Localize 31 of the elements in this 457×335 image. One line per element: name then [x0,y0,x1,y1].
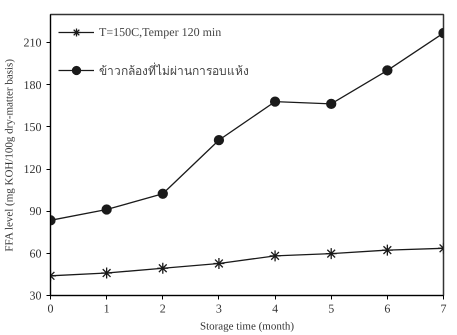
point [101,204,112,215]
point [325,247,338,260]
y-axis-title: FFA level (mg KOH/100g dry-matter basis) [4,58,16,252]
x-tick-label: 1 [104,302,110,316]
point [268,250,282,262]
y-tick-label: 210 [24,36,42,50]
y-tick-label: 90 [30,204,42,218]
point [382,65,393,76]
point [270,96,280,107]
x-axis-title: Storage time (month) [200,320,294,332]
point [214,134,224,146]
x-tick-label: 4 [272,302,278,316]
x-tick-label: 6 [384,302,390,316]
x-tick-label: 5 [328,302,334,316]
point [156,262,169,274]
y-tick-label: 30 [30,288,42,302]
y-tick-label: 150 [24,120,42,134]
x-tick-label: 0 [48,302,54,316]
point [158,188,168,199]
x-tick-label: 2 [160,302,166,316]
point [100,266,113,280]
x-tick-label: 7 [440,302,446,316]
point [212,257,226,270]
y-tick-label: 60 [30,246,42,260]
point [381,244,394,256]
x-tick-label: 3 [216,302,222,316]
y-tick-label: 120 [24,162,42,176]
legend-label: T=150C,Temper 120 min [99,24,222,40]
legend-label: ข้าวกล้องที่ไม่ผ่านการอบแห้ง [99,62,249,80]
y-tick-label: 180 [24,78,42,92]
point [326,98,336,109]
